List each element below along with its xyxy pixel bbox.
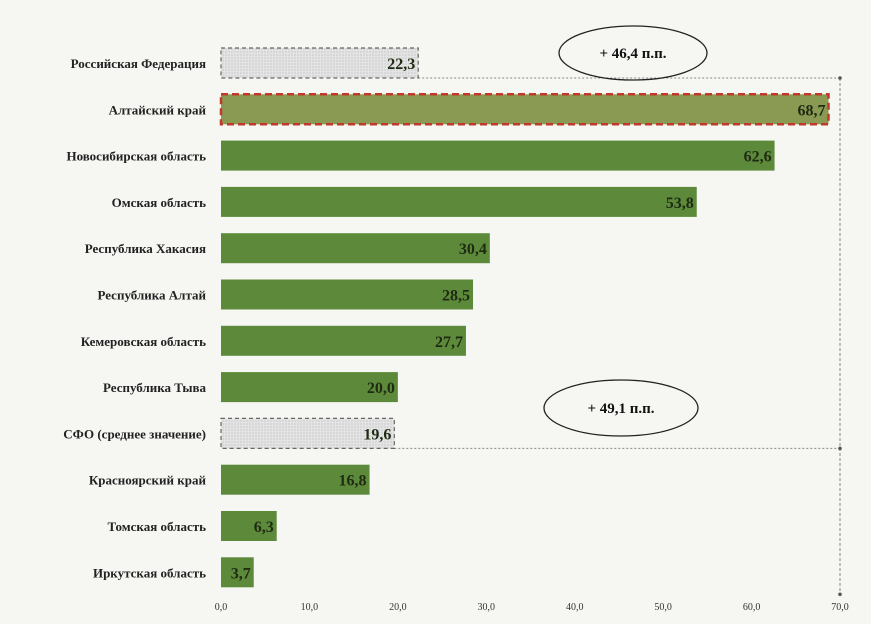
bar [221, 511, 277, 541]
tick-label: 40,0 [566, 602, 584, 613]
value-label: 22,3 [387, 56, 415, 73]
tick-label: 70,0 [831, 602, 849, 613]
bar [219, 93, 830, 126]
category-label: Томская область [107, 519, 206, 534]
bar [221, 186, 697, 217]
connector-dot [838, 76, 842, 80]
category-label: Иркутская область [93, 565, 206, 580]
category-label: Новосибирская область [66, 149, 206, 164]
value-label: 30,4 [459, 241, 487, 258]
bar [221, 233, 490, 264]
tick-label: 30,0 [478, 602, 496, 613]
connector-lines [394, 76, 842, 597]
category-label: Алтайский край [109, 102, 207, 117]
bar [221, 279, 474, 310]
annotation-ellipse [543, 379, 699, 437]
value-label: 68,7 [798, 102, 826, 119]
category-label: Красноярский край [89, 473, 207, 488]
tick-label: 60,0 [743, 602, 761, 613]
annotation-ellipse [558, 25, 708, 81]
tick-label: 20,0 [389, 602, 407, 613]
value-label: 62,6 [744, 149, 772, 166]
annotation-text: + 49,1 п.п. [587, 401, 654, 417]
bars-group [219, 47, 830, 588]
value-label: 20,0 [367, 380, 395, 397]
tick-label: 50,0 [654, 602, 672, 613]
bar [220, 417, 395, 449]
x-axis-ticks: 0,0 10,0 20,0 30,0 40,0 50,0 60,0 70,0 [215, 602, 849, 613]
bar [221, 464, 370, 495]
category-labels: Российская Федерация Алтайский край Новоси… [63, 56, 206, 580]
bar [221, 557, 254, 588]
category-label: Республика Хакасия [85, 241, 206, 256]
value-labels: 22,3 68,7 62,6 53,8 30,4 28,5 27,7 20,0 19,6 16,8… [231, 56, 826, 582]
category-label: СФО (среднее значение) [63, 426, 206, 441]
category-label: Республика Алтай [97, 288, 206, 303]
tick-label: 10,0 [301, 602, 319, 613]
annotations: + 46,4 п.п. + 49,1 п.п. [543, 25, 708, 437]
value-label: 6,3 [254, 519, 274, 536]
value-label: 53,8 [666, 195, 694, 212]
value-label: 3,7 [231, 565, 251, 582]
tick-label: 0,0 [215, 602, 228, 613]
value-label: 27,7 [435, 334, 463, 351]
value-label: 28,5 [442, 288, 470, 305]
connector-dot [838, 592, 842, 597]
category-label: Омская область [112, 195, 206, 210]
bar [221, 140, 775, 171]
bar [221, 372, 398, 403]
connector-dot [838, 446, 842, 451]
category-label: Кемеровская область [81, 334, 206, 349]
value-label: 19,6 [363, 426, 391, 443]
bar [221, 325, 466, 356]
bar [220, 47, 419, 79]
category-label: Российская Федерация [71, 56, 206, 71]
value-label: 16,8 [339, 473, 367, 490]
annotation-text: + 46,4 п.п. [599, 46, 666, 62]
category-label: Республика Тыва [103, 380, 206, 395]
